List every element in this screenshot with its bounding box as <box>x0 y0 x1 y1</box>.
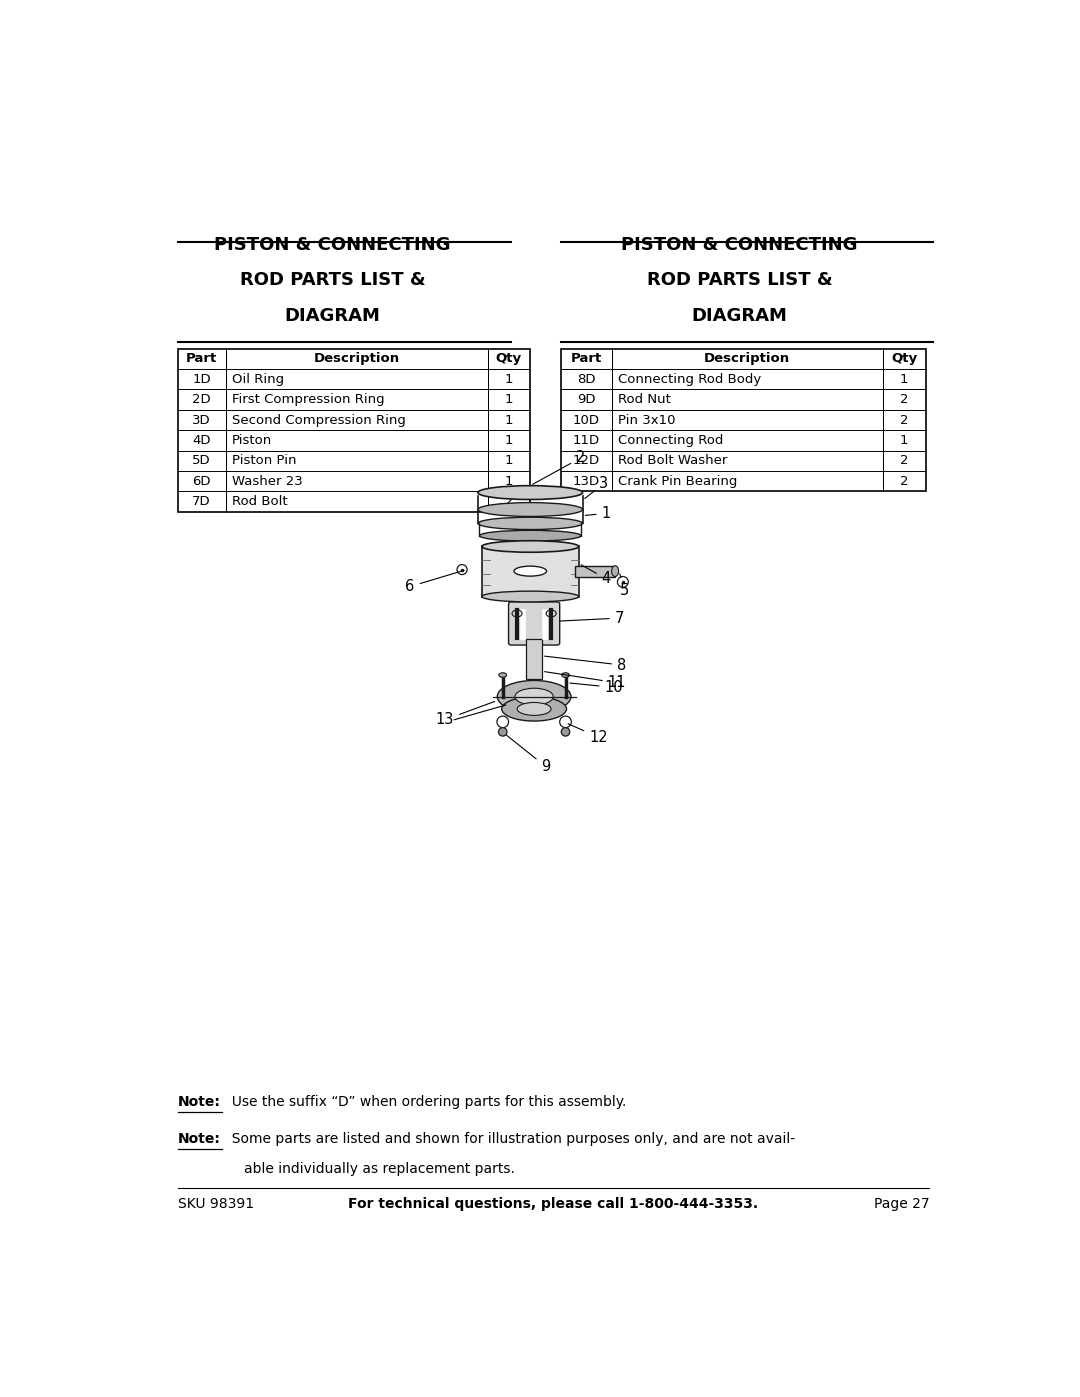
Text: Piston: Piston <box>232 434 272 447</box>
Ellipse shape <box>562 673 569 678</box>
Text: ROD PARTS LIST &: ROD PARTS LIST & <box>240 271 426 289</box>
Text: 11D: 11D <box>572 434 600 447</box>
Ellipse shape <box>515 689 553 705</box>
Text: Description: Description <box>704 352 791 365</box>
Ellipse shape <box>478 503 582 517</box>
Ellipse shape <box>497 680 571 712</box>
Text: SKU 98391: SKU 98391 <box>177 1197 254 1211</box>
Text: 10D: 10D <box>572 414 599 426</box>
Text: Rod Bolt Washer: Rod Bolt Washer <box>618 454 727 468</box>
Text: 2: 2 <box>532 450 585 485</box>
Text: PISTON & CONNECTING: PISTON & CONNECTING <box>214 236 450 254</box>
Circle shape <box>562 728 570 736</box>
Text: 3D: 3D <box>192 414 211 426</box>
Text: 1: 1 <box>504 434 513 447</box>
Text: 1: 1 <box>504 454 513 468</box>
Text: Pin 3x10: Pin 3x10 <box>618 414 675 426</box>
Text: 5D: 5D <box>192 454 211 468</box>
Text: 11: 11 <box>544 672 626 690</box>
Text: DIAGRAM: DIAGRAM <box>285 307 380 326</box>
Text: Connecting Rod Body: Connecting Rod Body <box>618 373 761 386</box>
Text: 2: 2 <box>900 475 908 488</box>
Bar <box>177 349 530 511</box>
Ellipse shape <box>499 673 507 678</box>
Ellipse shape <box>482 541 579 552</box>
Text: Qty: Qty <box>891 352 917 365</box>
Text: Description: Description <box>313 352 400 365</box>
Text: 2: 2 <box>900 393 908 407</box>
Text: Oil Ring: Oil Ring <box>232 373 284 386</box>
Text: Use the suffix “D” when ordering parts for this assembly.: Use the suffix “D” when ordering parts f… <box>224 1095 626 1109</box>
Text: Rod Bolt: Rod Bolt <box>232 495 287 509</box>
Text: Part: Part <box>186 352 217 365</box>
Text: 1: 1 <box>504 414 513 426</box>
Text: Crank Pin Bearing: Crank Pin Bearing <box>618 475 738 488</box>
Text: 12: 12 <box>568 724 608 745</box>
Text: Second Compression Ring: Second Compression Ring <box>232 414 406 426</box>
Text: DIAGRAM: DIAGRAM <box>691 307 787 326</box>
Text: ROD PARTS LIST &: ROD PARTS LIST & <box>647 271 833 289</box>
Text: Note:: Note: <box>177 1132 220 1146</box>
Text: 10: 10 <box>570 680 623 694</box>
Ellipse shape <box>482 591 579 602</box>
Text: able individually as replacement parts.: able individually as replacement parts. <box>243 1162 514 1176</box>
Text: 7: 7 <box>561 610 624 626</box>
Bar <box>482 546 579 597</box>
Text: 8: 8 <box>544 657 626 672</box>
Ellipse shape <box>478 517 582 529</box>
Ellipse shape <box>611 566 619 577</box>
Text: Connecting Rod: Connecting Rod <box>618 434 724 447</box>
Text: For technical questions, please call 1-800-444-3353.: For technical questions, please call 1-8… <box>349 1197 758 1211</box>
Text: Piston Pin: Piston Pin <box>232 454 296 468</box>
Text: 6: 6 <box>405 570 464 594</box>
Text: Qty: Qty <box>496 352 522 365</box>
Text: PISTON & CONNECTING: PISTON & CONNECTING <box>621 236 858 254</box>
Bar <box>575 566 616 577</box>
Text: 2D: 2D <box>192 393 211 407</box>
Text: 13D: 13D <box>572 475 600 488</box>
Ellipse shape <box>478 486 582 500</box>
Text: 4D: 4D <box>192 434 211 447</box>
Text: Some parts are listed and shown for illustration purposes only, and are not avai: Some parts are listed and shown for illu… <box>224 1132 796 1146</box>
FancyBboxPatch shape <box>509 602 559 645</box>
Ellipse shape <box>480 531 581 541</box>
Text: 2: 2 <box>900 454 908 468</box>
Text: 9: 9 <box>507 735 551 774</box>
Text: 1: 1 <box>900 373 908 386</box>
Ellipse shape <box>517 703 551 715</box>
Text: 1: 1 <box>900 434 908 447</box>
Text: 4: 4 <box>581 564 611 587</box>
Text: 1: 1 <box>504 475 513 488</box>
Bar <box>526 638 542 679</box>
Text: Part: Part <box>571 352 602 365</box>
Text: 1D: 1D <box>192 373 211 386</box>
Text: 8D: 8D <box>577 373 596 386</box>
Text: Washer 23: Washer 23 <box>232 475 302 488</box>
Bar <box>562 349 926 492</box>
Text: 3: 3 <box>584 476 608 499</box>
Text: 5: 5 <box>620 574 630 598</box>
Text: 2: 2 <box>900 414 908 426</box>
Ellipse shape <box>502 697 567 721</box>
Text: Note:: Note: <box>177 1095 220 1109</box>
Text: 9D: 9D <box>577 393 596 407</box>
Text: 12D: 12D <box>572 454 600 468</box>
Text: 1: 1 <box>504 393 513 407</box>
Text: Page 27: Page 27 <box>874 1197 930 1211</box>
Text: 1: 1 <box>585 506 611 521</box>
Text: First Compression Ring: First Compression Ring <box>232 393 384 407</box>
Text: 2: 2 <box>504 495 513 509</box>
Circle shape <box>499 728 507 736</box>
Text: 13: 13 <box>436 701 495 728</box>
Ellipse shape <box>514 566 546 576</box>
Text: 6D: 6D <box>192 475 211 488</box>
Text: Rod Nut: Rod Nut <box>618 393 671 407</box>
Text: 7D: 7D <box>192 495 211 509</box>
Text: 1: 1 <box>504 373 513 386</box>
